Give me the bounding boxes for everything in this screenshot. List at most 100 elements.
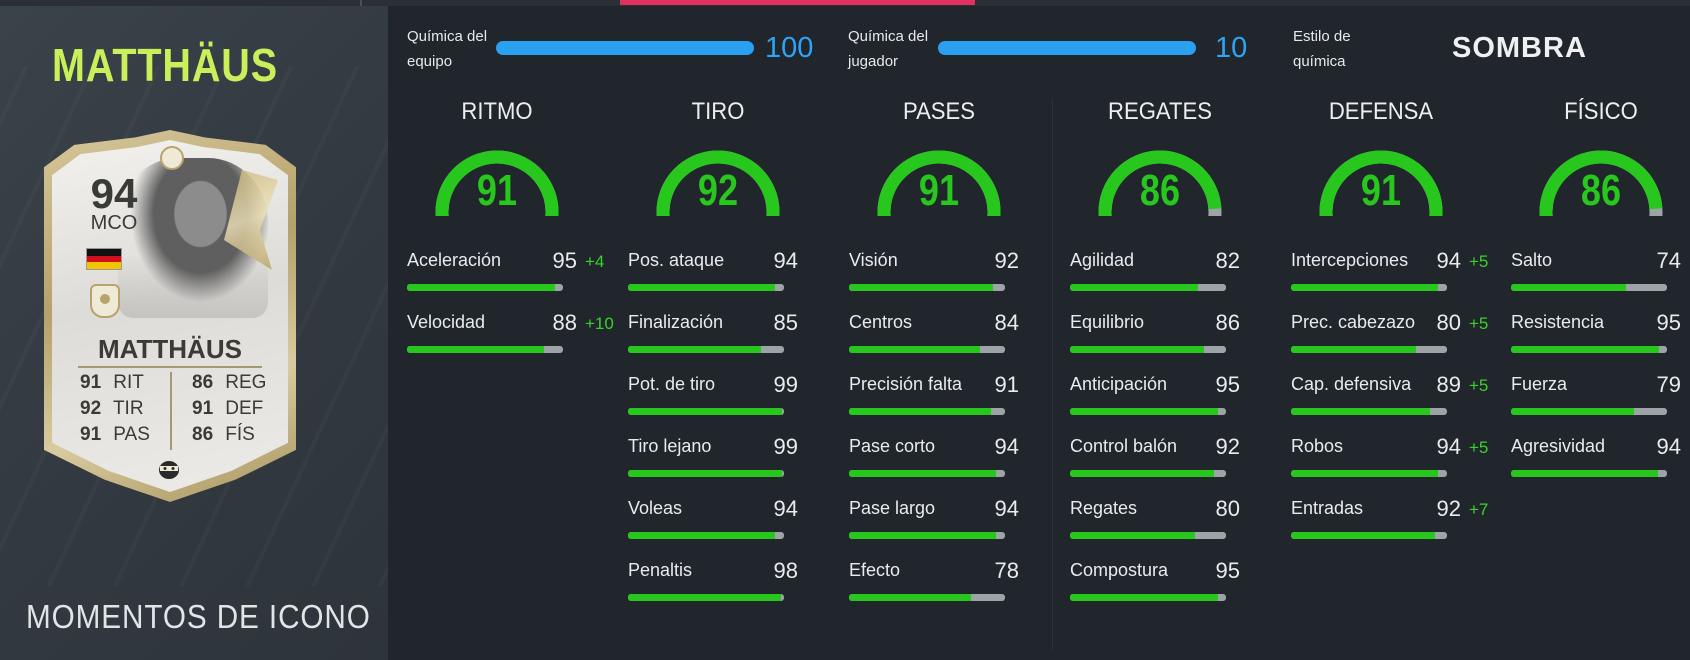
stat-value: 79 (1656, 372, 1681, 397)
stat-gauge (656, 150, 780, 216)
card-stat: 92 TIR (80, 398, 144, 419)
stat-name: Salto (1511, 250, 1553, 270)
stat-group-title: RITMO (461, 98, 533, 125)
stat-bar-fill (849, 594, 971, 601)
player-name-title: MATTHÄUS (52, 39, 278, 91)
stat-value: 86 (1215, 310, 1240, 335)
stat-name: Visión (849, 250, 898, 270)
stat-chem-bonus: +4 (585, 252, 605, 271)
stat-row: Regates 80 (1070, 496, 1310, 542)
stat-name: Efecto (849, 560, 901, 580)
stat-value: 94 (1436, 248, 1461, 273)
stat-name: Aceleración (407, 250, 502, 270)
stat-row: Agresividad 94 (1511, 434, 1690, 480)
team-chem-bar (496, 41, 754, 55)
chem-style-value[interactable]: SOMBRA (1452, 32, 1587, 64)
stat-name: Anticipación (1070, 374, 1168, 394)
club-badge-icon (90, 284, 120, 318)
stat-value: 99 (773, 372, 798, 397)
stat-bar-fill (1511, 346, 1660, 353)
stat-chem-bonus: +5 (1469, 252, 1489, 271)
stat-name: Compostura (1070, 560, 1169, 580)
stat-bar-fill (628, 594, 781, 601)
stat-row: Control balón 92 (1070, 434, 1310, 480)
stat-row: Entradas 92 +7 (1291, 496, 1531, 542)
stat-group-value: 91 (476, 166, 518, 215)
stat-value: 95 (1215, 372, 1240, 397)
stat-name: Agresividad (1511, 436, 1606, 456)
stat-bar-fill (1070, 594, 1219, 601)
stat-row: Anticipación 95 (1070, 372, 1310, 418)
stat-bar (849, 408, 1005, 415)
stat-name: Regates (1070, 498, 1138, 518)
chem-style-label: Estilo de química (1293, 28, 1351, 70)
stat-bar (628, 470, 784, 477)
stat-name: Intercepciones (1291, 250, 1409, 270)
stat-value: 88 (552, 310, 577, 335)
stat-row: Penaltis 98 (628, 558, 868, 604)
stat-name: Pase largo (849, 498, 936, 518)
stat-value: 92 (1436, 496, 1461, 521)
stat-bar (1291, 408, 1447, 415)
stat-bar (849, 346, 1005, 353)
stat-bar (1511, 284, 1667, 291)
stat-bar (1511, 470, 1667, 477)
gauge-fill (1098, 150, 1222, 216)
stat-value: 95 (1656, 310, 1681, 335)
stat-bar-fill (1070, 284, 1198, 291)
stat-bar-fill (1511, 284, 1627, 291)
stat-row: Finalización 85 (628, 310, 868, 356)
stat-value: 80 (1436, 310, 1461, 335)
stat-chem-bonus: +10 (585, 314, 614, 333)
stat-row: Intercepciones 94 +5 (1291, 248, 1531, 294)
stat-name: Pos. ataque (628, 250, 725, 270)
stat-name: Voleas (628, 498, 683, 518)
stat-bar (849, 594, 1005, 601)
stat-value: 82 (1215, 248, 1240, 273)
stat-bar-fill (407, 284, 556, 291)
card-set-name: MOMENTOS DE ICONO (26, 598, 371, 635)
team-chem-label: Química del equipo (407, 28, 488, 70)
stat-value: 99 (773, 434, 798, 459)
stat-chem-bonus: +5 (1469, 438, 1489, 457)
stat-bar (407, 346, 563, 353)
stat-bar (1070, 532, 1226, 539)
stat-name: Finalización (628, 312, 724, 332)
stat-bar (1291, 470, 1447, 477)
stat-bar-fill (628, 532, 775, 539)
stat-bar (849, 532, 1005, 539)
stat-name: Tiro lejano (628, 436, 712, 456)
stat-value: 92 (1215, 434, 1240, 459)
stat-bar (1511, 346, 1667, 353)
stat-value: 74 (1656, 248, 1681, 273)
stat-row: Voleas 94 (628, 496, 868, 542)
stat-row: Agilidad 82 (1070, 248, 1310, 294)
stat-row: Cap. defensiva 89 +5 (1291, 372, 1531, 418)
stat-bar (628, 532, 784, 539)
stat-row: Salto 74 (1511, 248, 1690, 294)
stat-name: Equilibrio (1070, 312, 1145, 332)
stat-group-title: FÍSICO (1564, 98, 1638, 125)
stat-row: Compostura 95 (1070, 558, 1310, 604)
stat-bar-fill (849, 532, 996, 539)
stat-gauge (1539, 150, 1663, 216)
stat-name: Robos (1291, 436, 1344, 456)
stat-name: Prec. cabezazo (1291, 312, 1416, 332)
stat-row: Velocidad 88 +10 (407, 310, 647, 356)
stat-bar-fill (628, 284, 775, 291)
stat-bar-fill (1511, 408, 1635, 415)
stat-name: Control balón (1070, 436, 1178, 456)
stat-bar-fill (1291, 284, 1438, 291)
stat-bar-fill (628, 470, 783, 477)
stat-bar-fill (628, 346, 761, 353)
stat-value: 91 (994, 372, 1019, 397)
card-stat: 86 REG (192, 372, 267, 393)
stat-bar-fill (628, 408, 783, 415)
stat-row: Prec. cabezazo 80 +5 (1291, 310, 1531, 356)
stat-gauge (1098, 150, 1222, 216)
stat-value: 98 (773, 558, 798, 583)
stat-bar-fill (849, 470, 996, 477)
stat-bar (1511, 408, 1667, 415)
gauge-fill (435, 150, 559, 216)
stat-bar-fill (1511, 470, 1658, 477)
